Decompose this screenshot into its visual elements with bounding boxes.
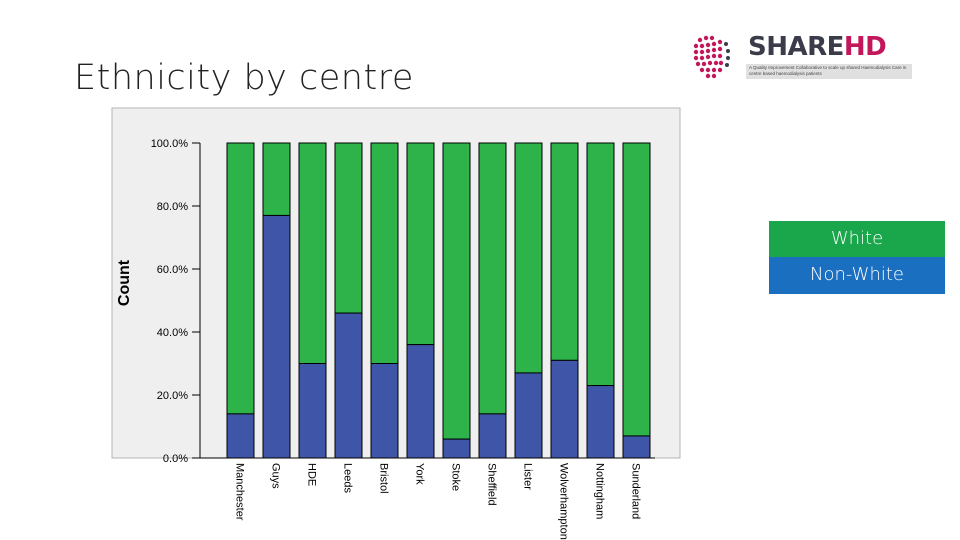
bar-white-nottingham xyxy=(586,142,615,387)
bar-non-white-lister xyxy=(514,372,543,459)
bar-non-white-manchester xyxy=(226,413,255,459)
logo-hd-text: HD xyxy=(843,32,887,62)
bar-non-white-sunderland xyxy=(622,435,651,459)
legend: White Non-White xyxy=(769,221,945,294)
bar-white-sheffield xyxy=(478,142,507,415)
x-tick-label: Sunderland xyxy=(630,463,642,519)
bar-non-white-stoke xyxy=(442,438,471,459)
y-axis: 0.0% 20.0% 40.0% 60.0% 80.0% 100.0% xyxy=(151,138,201,465)
y-axis-label: Count xyxy=(116,259,133,306)
logo-mark-icon xyxy=(693,35,730,79)
y-tick-label: 20.0% xyxy=(157,390,188,402)
bar-white-lister xyxy=(514,142,543,374)
x-tick-label: Leeds xyxy=(342,463,354,493)
y-tick-label: 0.0% xyxy=(163,453,188,465)
bar-non-white-nottingham xyxy=(586,385,615,459)
bar-white-sunderland xyxy=(622,142,651,437)
bar-white-leeds xyxy=(334,142,363,314)
bar-non-white-sheffield xyxy=(478,413,507,459)
bar-white-hde xyxy=(298,142,327,364)
bar-non-white-guys xyxy=(262,214,291,459)
bar-white-stoke xyxy=(442,142,471,440)
y-tick-label: 60.0% xyxy=(157,264,188,276)
x-tick-label: Bristol xyxy=(378,463,390,494)
x-tick-label: Guys xyxy=(270,463,282,489)
y-tick-label: 100.0% xyxy=(151,138,189,150)
sharehd-logo: SHAREHD A Quality Improvement Collaborat… xyxy=(690,30,920,86)
logo-share-text: SHARE xyxy=(748,32,844,62)
x-tick-label: Lister xyxy=(522,463,534,490)
legend-item-non-white[interactable]: Non-White xyxy=(769,257,945,294)
legend-item-white[interactable]: White xyxy=(769,221,945,257)
slide-title: Ethnicity by centre xyxy=(74,58,414,98)
bar-white-guys xyxy=(262,142,291,216)
bars xyxy=(200,142,655,459)
x-tick-label: Stoke xyxy=(450,463,462,491)
logo-wordmark: SHAREHD xyxy=(748,32,887,62)
x-tick-label: Manchester xyxy=(234,463,246,521)
bar-white-wolverhampton xyxy=(550,142,579,361)
bar-white-bristol xyxy=(370,142,399,364)
x-tick-label: Sheffield xyxy=(486,463,498,506)
x-tick-label: Nottingham xyxy=(594,463,606,519)
bar-white-york xyxy=(406,142,435,346)
bar-white-manchester xyxy=(226,142,255,415)
x-axis-labels: Manchester Guys HDE Leeds Bristol York Stoke Sh… xyxy=(234,463,642,540)
x-tick-label: Wolverhampton xyxy=(558,463,570,540)
bar-non-white-bristol xyxy=(370,363,399,459)
x-tick-label: York xyxy=(414,463,426,485)
bar-non-white-york xyxy=(406,344,435,459)
y-tick-label: 40.0% xyxy=(157,327,188,339)
bar-non-white-hde xyxy=(298,363,327,459)
bar-non-white-leeds xyxy=(334,312,363,459)
logo-tagline: A Quality Improvement Collaborative to s… xyxy=(746,64,912,79)
bar-non-white-wolverhampton xyxy=(550,359,579,459)
x-tick-label: HDE xyxy=(306,463,318,486)
y-tick-label: 80.0% xyxy=(157,201,188,213)
